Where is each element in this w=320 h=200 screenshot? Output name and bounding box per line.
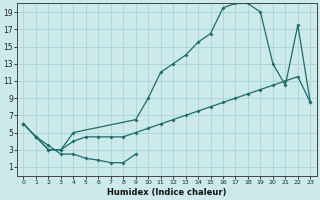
X-axis label: Humidex (Indice chaleur): Humidex (Indice chaleur) bbox=[107, 188, 227, 197]
